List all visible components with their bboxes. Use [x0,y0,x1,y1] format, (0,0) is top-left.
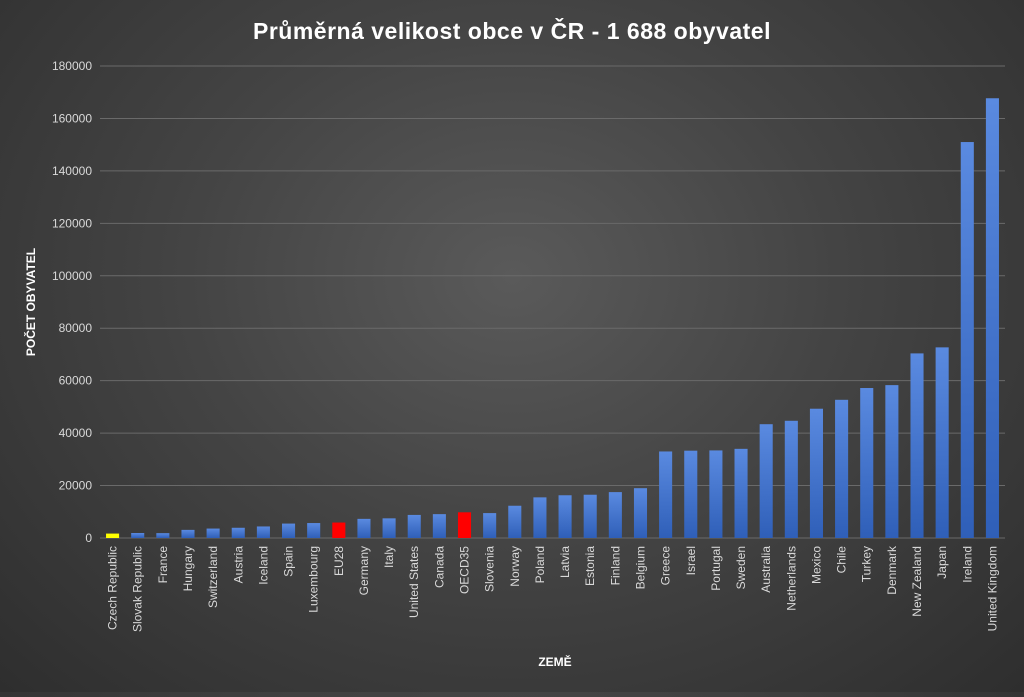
x-tick-label: Germany [357,546,371,595]
bar-estonia [583,494,597,538]
y-tick-label: 160000 [52,111,92,125]
bar-eu28 [332,522,346,538]
bar-czech-republic [106,533,120,538]
x-tick-label: Finland [608,546,622,585]
bar-portugal [709,450,723,538]
x-tick-label: Ireland [960,546,974,583]
bar-canada [432,514,446,538]
bar-new-zealand [910,353,924,538]
bar-spain [282,523,296,538]
x-tick-label: Portugal [709,546,723,591]
y-tick-label: 100000 [52,269,92,283]
x-tick-label: Norway [508,546,522,587]
x-tick-label: Denmark [885,545,899,595]
bar-france [156,533,170,538]
x-tick-label: United States [407,546,421,618]
bar-chile [835,399,849,538]
x-tick-label: Australia [759,546,773,593]
bar-iceland [256,526,270,538]
x-tick-label: Canada [432,546,446,588]
bar-ireland [960,142,974,539]
x-tick-label: Netherlands [784,546,798,611]
x-tick-label: OECD35 [458,546,472,594]
x-tick-label: Italy [382,546,396,568]
x-tick-label: Belgium [633,546,647,589]
x-tick-label: Sweden [734,546,748,589]
y-tick-label: 180000 [52,59,92,73]
y-tick-label: 40000 [59,426,93,440]
x-tick-label: Iceland [256,546,270,585]
y-tick-label: 60000 [59,374,93,388]
y-tick-label: 140000 [52,164,92,178]
chart-title: Průměrná velikost obce v ČR - 1 688 obyv… [253,17,771,44]
x-axis-label: ZEMĚ [538,654,571,669]
bar-hungary [181,529,195,538]
x-tick-label: Latvia [558,546,572,578]
x-tick-label: Chile [835,546,849,574]
x-tick-label: Austria [231,546,245,584]
bar-poland [533,497,547,538]
x-tick-label: Spain [282,546,296,577]
bar-italy [382,518,396,538]
bar-japan [935,347,949,538]
bar-oecd35 [457,512,472,538]
y-tick-label: 0 [85,531,92,545]
bar-greece [659,451,673,538]
bar-slovak-republic [131,533,145,538]
bar-latvia [558,495,572,538]
x-tick-label: Israel [684,546,698,575]
x-tick-label: Slovak Republic [131,546,145,632]
x-tick-label: United Kingdom [985,546,999,631]
bar-austria [231,527,245,538]
bar-norway [508,505,522,538]
x-tick-label: Mexico [809,546,823,584]
x-tick-label: Czech Republic [106,546,120,630]
x-tick-label: Turkey [860,546,874,582]
x-tick-label: EU28 [332,546,346,576]
x-tick-label: France [156,546,170,584]
y-axis-ticks: 0 20000 40000 60000 80000 100000 120000 140000 1… [52,59,92,545]
y-axis-label: POČET OBYVATEL [23,248,38,356]
bar-israel [684,450,698,538]
gridlines [100,65,1005,539]
x-tick-label: New Zealand [910,546,924,617]
bar-germany [357,518,371,538]
x-tick-label: Switzerland [206,546,220,608]
x-tick-label: Hungary [181,546,195,591]
bar-finland [608,492,622,538]
bar-netherlands [784,420,798,538]
x-axis-ticks: Czech Republic Slovak Republic France Hunga… [106,545,1000,632]
bar-denmark [885,385,899,538]
bar-sweden [734,448,748,538]
x-tick-label: Luxembourg [307,546,321,613]
bar-united-states [407,514,421,538]
bar-belgium [633,488,648,538]
x-tick-label: Japan [935,546,949,579]
y-tick-label: 120000 [52,216,92,230]
bar-switzerland [206,528,220,538]
bars [106,98,999,539]
bar-turkey [860,388,874,538]
y-tick-label: 20000 [59,479,93,493]
bar-luxembourg [307,523,321,538]
bar-slovenia [483,513,497,538]
bar-united-kingdom [985,98,999,539]
x-tick-label: Estonia [583,546,597,586]
bar-australia [759,424,773,538]
y-tick-label: 80000 [59,321,93,335]
x-tick-label: Greece [659,546,673,586]
bar-mexico [809,408,823,538]
x-tick-label: Poland [533,546,547,583]
x-tick-label: Slovenia [483,546,497,592]
